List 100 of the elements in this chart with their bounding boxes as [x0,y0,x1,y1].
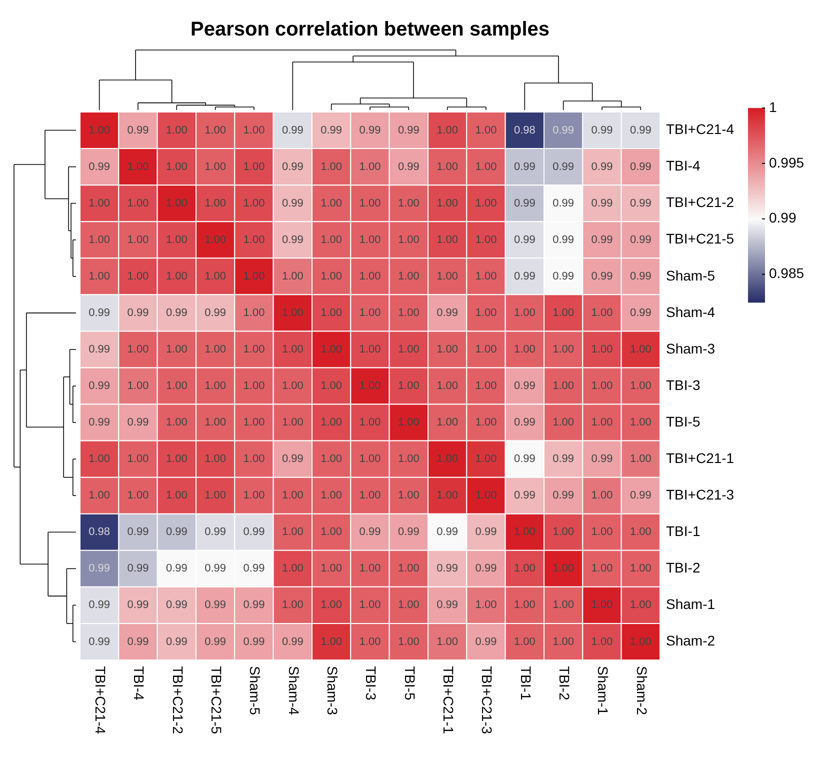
data-label: 0.99 [475,562,497,575]
data-label: 1.00 [591,306,613,319]
data-label: 0.99 [88,416,110,429]
data-label: 1.00 [398,234,420,246]
data-label: 1.00 [243,380,265,392]
data-label: 1.00 [282,380,304,392]
x-tick-label: TBI-4 [131,666,148,700]
data-label: 1.00 [591,636,613,648]
data-label: 1.00 [204,344,226,356]
data-label: 1.00 [475,124,497,136]
x-tick-label: TBI+C21-4 [92,666,108,734]
data-label: 0.99 [591,234,613,246]
color-bar-label: 0.995 [769,154,804,170]
data-label: 1.00 [88,453,110,466]
data-label: 0.99 [127,636,149,648]
data-label: 0.99 [282,234,304,246]
data-label: 0.99 [166,599,188,612]
data-label: 1.00 [166,344,188,356]
x-tick-label: Sham-5 [247,666,264,716]
data-label: 0.99 [436,599,458,612]
y-tick-label: TBI-2 [666,560,700,576]
data-label: 0.99 [630,270,652,282]
x-tick-label: TBI+C21-5 [208,666,224,734]
data-label: 1.00 [591,380,613,392]
data-label: 0.99 [514,416,536,429]
x-tick-label: Sham-3 [324,666,340,716]
data-label: 1.00 [514,344,536,356]
data-label: 1.00 [127,270,149,282]
data-label: 1.00 [127,490,149,502]
data-label: 1.00 [282,306,304,319]
data-label: 0.99 [88,344,110,356]
data-label: 1.00 [514,306,536,319]
data-label: 0.99 [127,306,149,319]
data-label: 1.00 [320,380,342,392]
data-label: 1.00 [436,380,458,392]
data-label: 1.00 [552,380,574,392]
data-label: 0.99 [514,197,536,210]
data-label: 0.99 [166,636,188,648]
data-label: 1.00 [630,453,652,466]
y-tick-label: Sham-4 [666,304,716,320]
y-tick-label: TBI+C21-1 [666,450,734,466]
data-label: 0.99 [552,160,574,173]
data-label: 1.00 [282,490,304,502]
data-label: 1.00 [243,416,265,429]
x-tick-label: TBI-3 [363,666,380,700]
data-label: 0.99 [127,526,149,538]
data-label: 0.99 [552,270,574,282]
data-label: 1.00 [88,490,110,502]
data-label: 1.00 [320,453,342,466]
data-label: 1.00 [243,270,265,282]
data-label: 0.99 [88,562,110,575]
data-label: 1.00 [320,416,342,429]
data-label: 0.99 [552,234,574,246]
data-label: 1.00 [552,306,574,319]
data-label: 1.00 [359,344,381,356]
chart-title: Pearson correlation between samples [190,18,550,41]
data-label: 0.99 [282,197,304,210]
data-label: 0.99 [591,160,613,173]
data-label: 0.99 [243,526,265,538]
x-tick-label: TBI+C21-2 [170,666,186,734]
data-label: 1.00 [552,344,574,356]
data-label: 0.99 [436,562,458,575]
data-label: 1.00 [475,380,497,392]
data-label: 0.99 [398,160,420,173]
x-tick-label: TBI+C21-3 [479,666,496,734]
data-label: 1.00 [591,599,613,612]
data-label: 0.99 [630,124,652,136]
data-label: 0.99 [514,160,536,173]
data-label: 1.00 [436,453,458,466]
data-label: 1.00 [591,344,613,356]
data-label: 0.99 [204,526,226,538]
data-label: 0.99 [320,124,342,136]
data-label: 1.00 [320,234,342,246]
data-label: 1.00 [127,197,149,210]
y-tick-label: Sham-1 [666,596,716,612]
data-label: 0.99 [398,124,420,136]
color-bar-label: 0.985 [769,265,804,282]
data-label: 0.99 [630,197,652,210]
data-label: 0.99 [436,526,458,538]
data-label: 0.99 [552,124,574,136]
data-label: 1.00 [243,197,265,210]
data-label: 1.00 [320,562,342,575]
color-bar-label: 1 [769,98,777,115]
data-label: 0.99 [282,124,304,136]
data-label: 1.00 [359,599,381,612]
data-label: 1.00 [552,636,574,648]
data-label: 1.00 [552,526,574,538]
data-label: 1.00 [436,160,458,173]
data-label: 1.00 [475,599,497,612]
data-label: 0.99 [514,234,536,246]
data-label: 1.00 [204,270,226,282]
data-label: 1.00 [127,234,149,246]
data-label: 1.00 [359,197,381,210]
data-label: 1.00 [243,490,265,502]
data-label: 1.00 [204,124,226,136]
data-label: 1.00 [127,344,149,356]
data-label: 1.00 [320,526,342,538]
data-label: 1.00 [591,562,613,575]
data-label: 1.00 [475,344,497,356]
data-label: 1.00 [88,234,110,246]
